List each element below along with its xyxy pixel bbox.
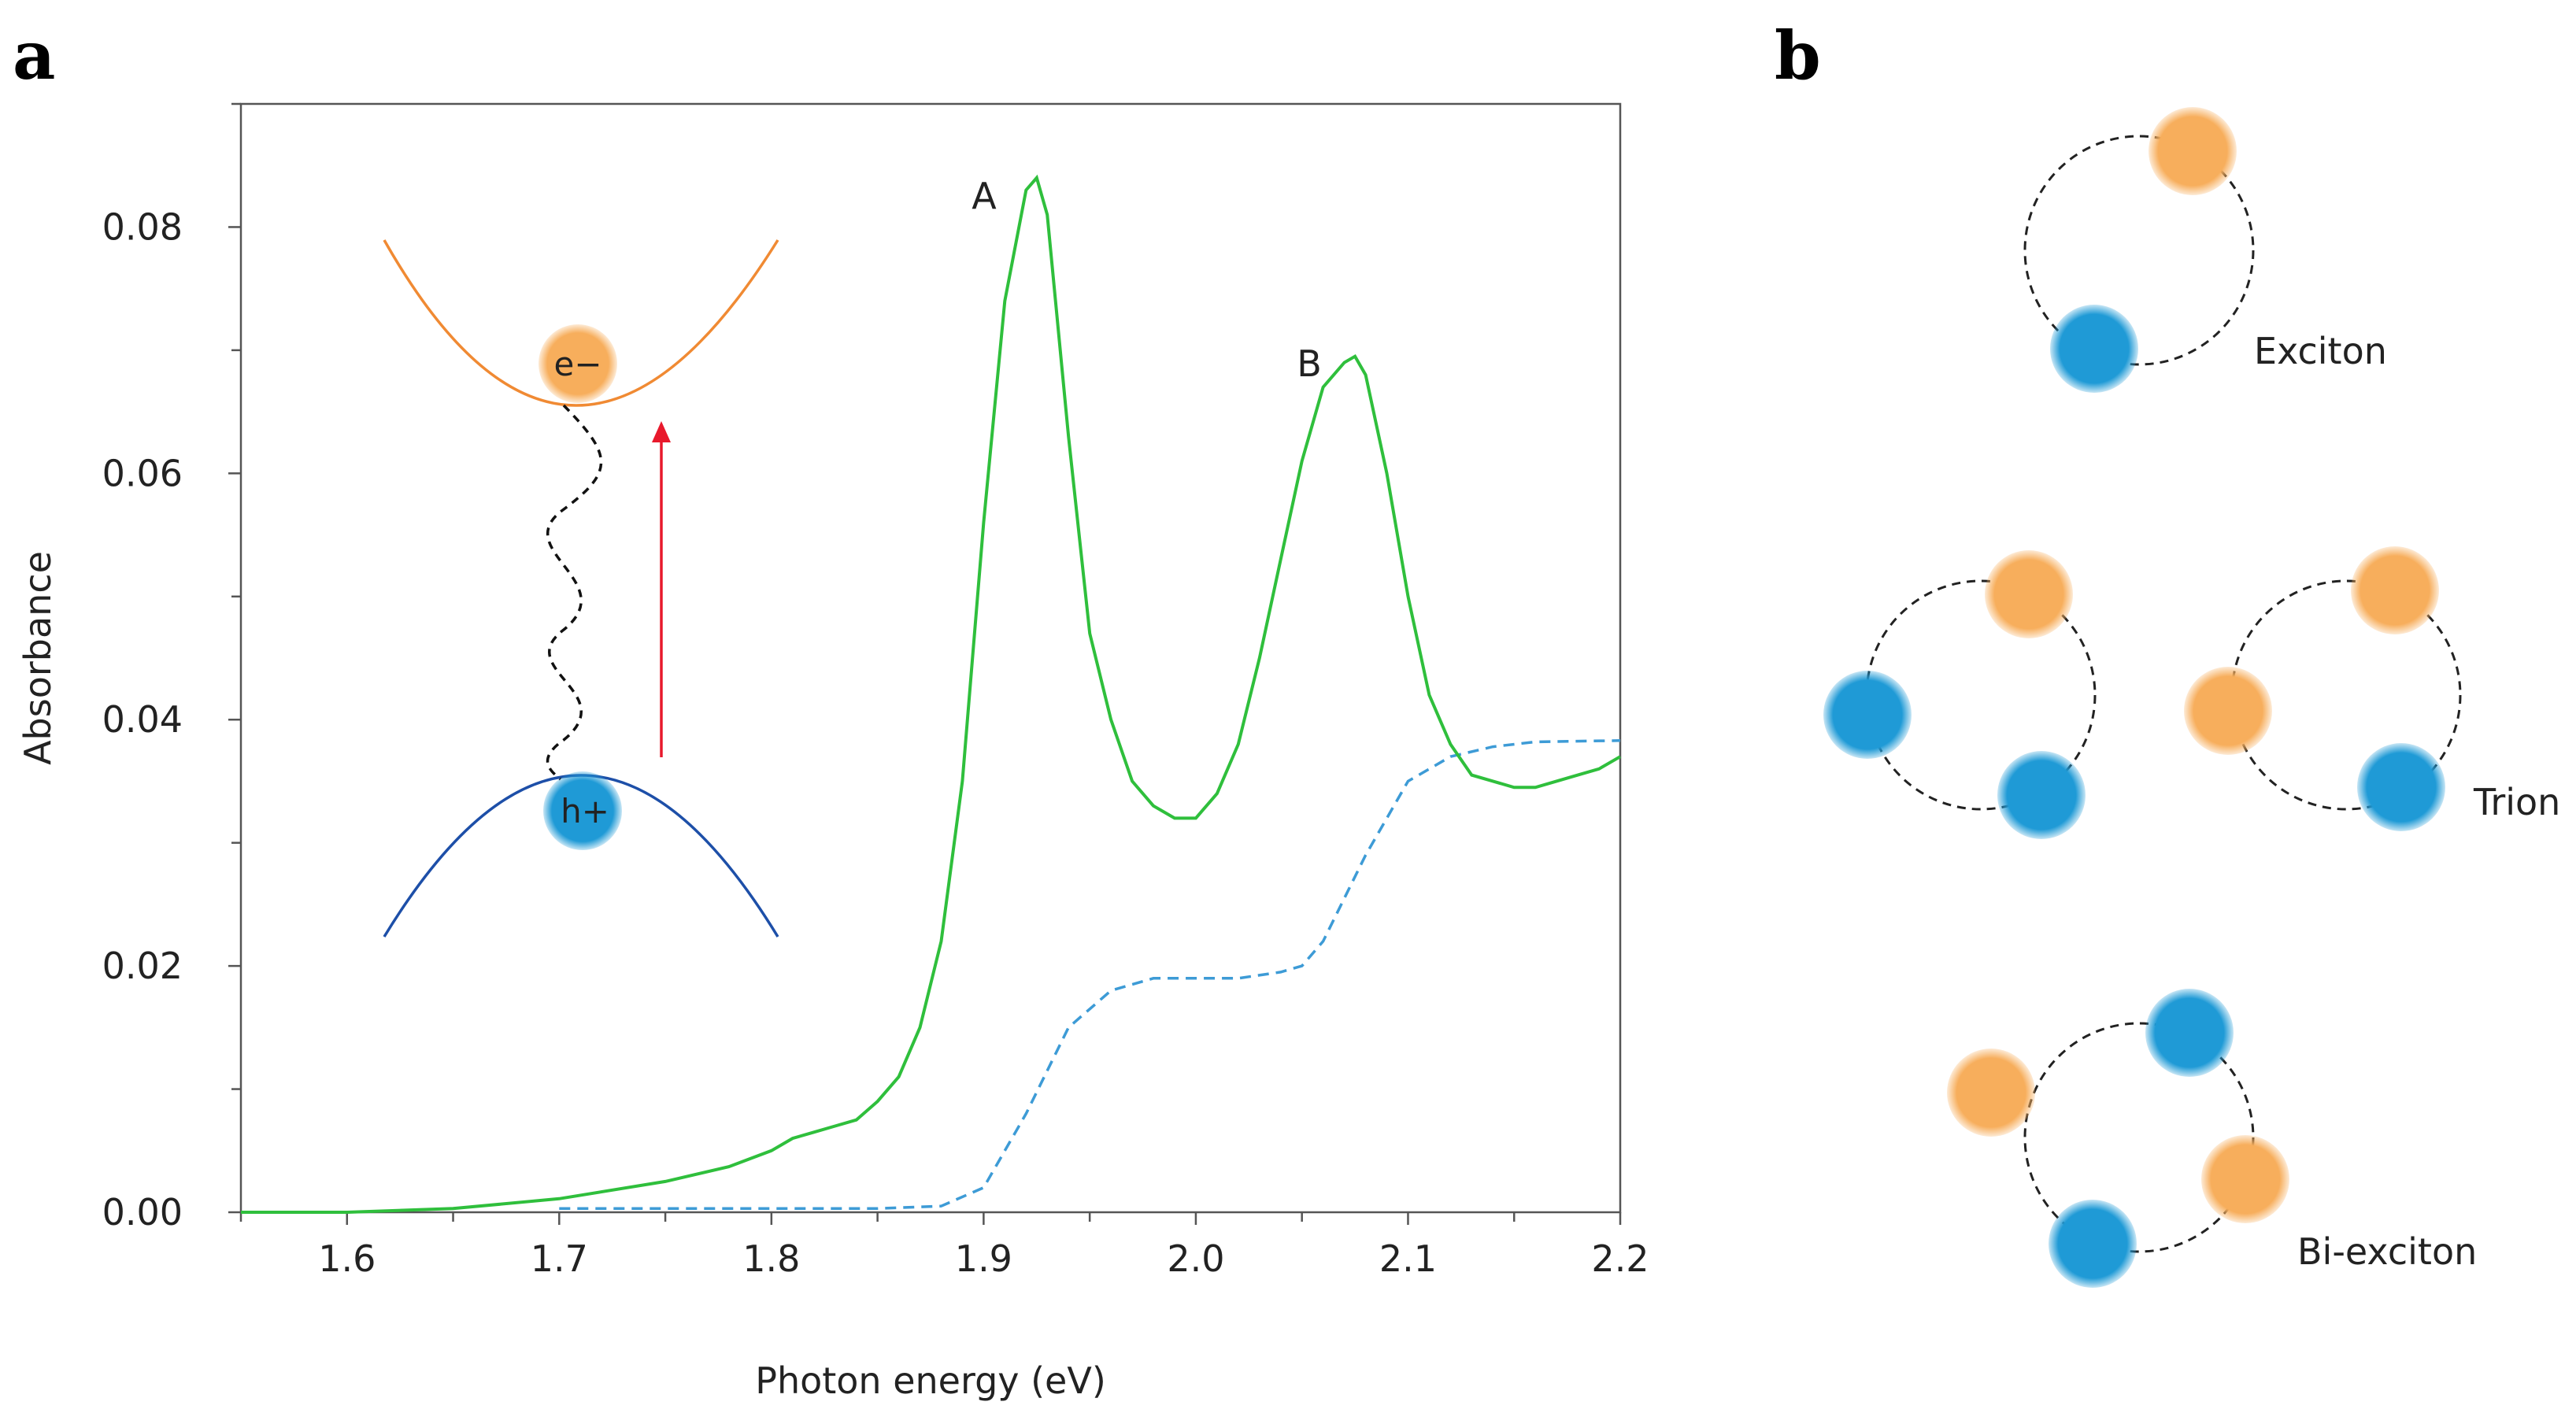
absorbance-series-line [241, 174, 1622, 1214]
biexciton-hole-bottom [2049, 1200, 2137, 1288]
continuum-series-line [559, 739, 1621, 1211]
exciton-orbit [2023, 135, 2255, 366]
x-tick-label: 1.7 [531, 1237, 588, 1280]
exciton-label: Exciton [2254, 330, 2387, 372]
excitation-arrow-head [652, 421, 671, 442]
exciton-diagram: Exciton [2023, 107, 2387, 393]
peak-b-label: B [1297, 342, 1322, 385]
x-tick-label: 1.8 [742, 1237, 800, 1280]
y-tick-label: 0.06 [102, 452, 183, 494]
trion-left-electron [1985, 550, 2073, 638]
x-tick-label: 1.9 [955, 1237, 1012, 1280]
y-tick-label: 0.00 [102, 1191, 183, 1234]
exciton-binding-squiggle [546, 404, 603, 781]
plot-frame [239, 102, 1622, 1214]
trion-left-orbit [1865, 579, 2097, 811]
biexciton-electron-right [2201, 1135, 2289, 1223]
y-axis-title: Absorbance [17, 551, 59, 765]
trion-right-hole [2357, 743, 2445, 831]
x-tick-label: 2.1 [1379, 1237, 1437, 1280]
x-tick-label: 2.0 [1167, 1237, 1224, 1280]
y-axis-ticks: 0.00 0.02 0.04 0.06 0.08 [102, 102, 241, 1234]
trion-left-hole-2 [1997, 751, 2086, 839]
trion-positive-diagram: Trion [2184, 546, 2560, 831]
y-tick-label: 0.08 [102, 205, 183, 248]
trion-right-orbit [2230, 579, 2462, 811]
trion-label: Trion [2473, 781, 2560, 823]
trion-right-electron-2 [2184, 667, 2272, 755]
hole-label: h+ [561, 792, 609, 830]
biexciton-electron-left [1947, 1049, 2035, 1137]
trion-right-electron-1 [2351, 546, 2439, 634]
biexciton-diagram: Bi-exciton [1947, 989, 2477, 1288]
x-axis-ticks: 1.6 1.7 1.8 1.9 2.0 2.1 2.2 [239, 1212, 1649, 1280]
hole-particle [543, 771, 622, 850]
electron-label: e− [553, 345, 601, 383]
panel-b-letter: b [1775, 17, 1821, 94]
exciton-hole [2050, 305, 2138, 393]
trion-negative-diagram [1823, 550, 2097, 839]
conduction-band-curve [383, 239, 779, 407]
panel-a-letter: a [13, 17, 55, 94]
band-diagram-inset: e− h+ [383, 239, 779, 938]
biexciton-hole-top [2145, 989, 2234, 1077]
x-axis-title: Photon energy (eV) [755, 1359, 1106, 1402]
peak-a-label: A [972, 175, 997, 217]
y-tick-label: 0.02 [102, 945, 183, 987]
exciton-electron [2149, 107, 2237, 195]
trion-left-hole-1 [1823, 671, 1912, 759]
y-tick-label: 0.04 [102, 698, 183, 741]
electron-particle [539, 324, 617, 403]
x-tick-label: 1.6 [318, 1237, 376, 1280]
x-tick-label: 2.2 [1591, 1237, 1649, 1280]
biexciton-label: Bi-exciton [2297, 1230, 2477, 1273]
